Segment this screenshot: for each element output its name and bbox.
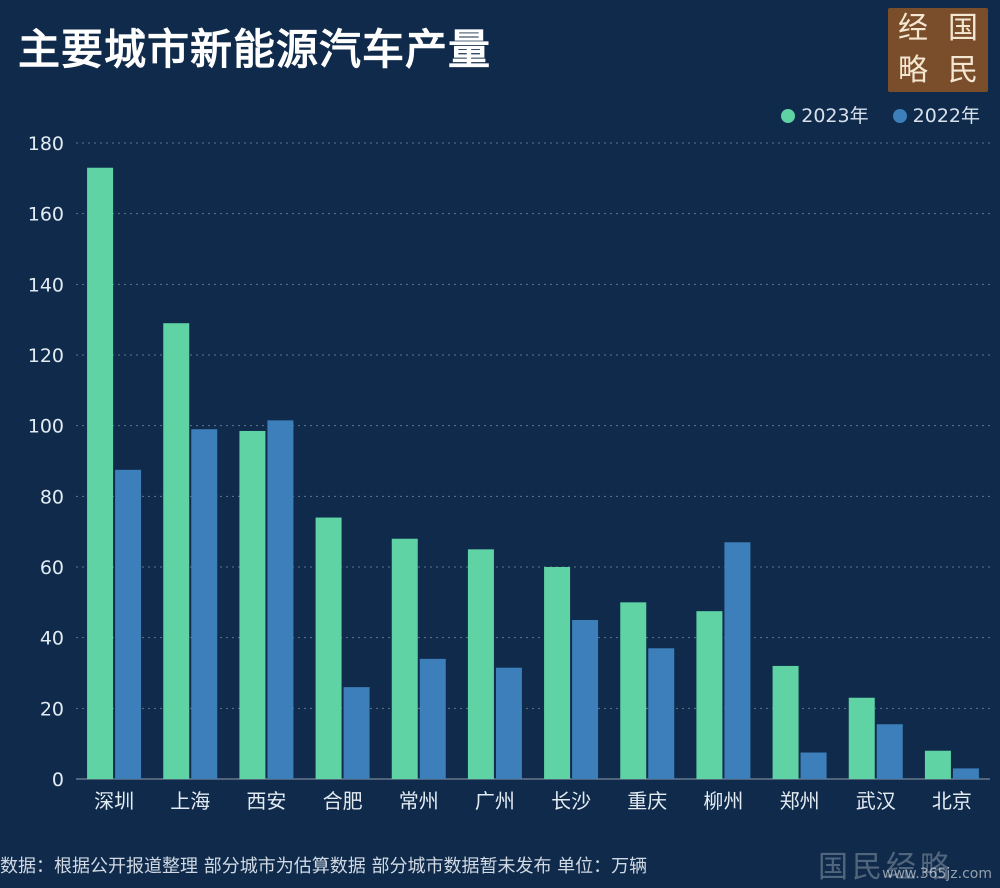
bar-2022 bbox=[876, 724, 903, 779]
x-tick-label: 常州 bbox=[399, 789, 439, 813]
bar-2022 bbox=[648, 648, 675, 779]
logo-char: 略 bbox=[898, 53, 928, 88]
bar-2023 bbox=[467, 549, 494, 779]
bar-2023 bbox=[315, 517, 342, 779]
bar-2023 bbox=[239, 430, 266, 779]
legend-item-2023: 2023年 bbox=[781, 101, 869, 128]
bar-2023 bbox=[696, 611, 723, 779]
bar-2023 bbox=[163, 323, 190, 779]
bar-2023 bbox=[924, 750, 951, 779]
bar-2023 bbox=[87, 167, 114, 779]
legend-label-2022: 2022年 bbox=[912, 105, 980, 127]
bar-2022 bbox=[343, 687, 370, 779]
bar-2023 bbox=[848, 697, 875, 779]
x-tick-label: 深圳 bbox=[94, 789, 134, 813]
bar-2022 bbox=[952, 768, 979, 779]
y-tick-label: 80 bbox=[40, 486, 64, 508]
x-tick-label: 北京 bbox=[932, 789, 972, 813]
y-tick-label: 180 bbox=[28, 133, 64, 155]
watermark-site: www.365jz.com bbox=[882, 866, 992, 882]
brand-logo: 经 国 略 民 bbox=[888, 8, 988, 92]
logo-char: 经 bbox=[898, 11, 928, 46]
bar-2022 bbox=[724, 542, 751, 779]
bar-2023 bbox=[544, 567, 571, 779]
x-tick-label: 柳州 bbox=[703, 789, 743, 813]
y-tick-label: 0 bbox=[52, 769, 64, 791]
legend-item-2022: 2022年 bbox=[892, 101, 980, 128]
logo-char: 民 bbox=[948, 53, 978, 88]
legend-swatch-2023 bbox=[781, 109, 796, 123]
y-tick-label: 100 bbox=[28, 416, 64, 438]
bar-2022 bbox=[572, 620, 599, 779]
bar-2022 bbox=[191, 429, 218, 779]
x-tick-label: 广州 bbox=[475, 789, 515, 813]
data-source-note: 数据：根据公开报道整理 部分城市为估算数据 部分城市数据暂未发布 单位：万辆 bbox=[0, 856, 648, 877]
bar-2023 bbox=[391, 538, 418, 779]
x-tick-label: 长沙 bbox=[551, 789, 591, 813]
x-tick-label: 重庆 bbox=[627, 789, 667, 813]
x-tick-label: 武汉 bbox=[856, 789, 896, 813]
watermark-text: 国民经略 bbox=[818, 850, 954, 885]
legend-label-2023: 2023年 bbox=[801, 105, 869, 127]
y-tick-label: 160 bbox=[28, 204, 64, 226]
bar-2022 bbox=[115, 469, 142, 779]
legend-swatch-2022 bbox=[892, 109, 907, 123]
y-tick-label: 60 bbox=[40, 557, 64, 579]
bar-2022 bbox=[495, 667, 522, 779]
y-tick-label: 120 bbox=[28, 345, 64, 367]
bar-2022 bbox=[800, 752, 827, 779]
y-tick-label: 40 bbox=[40, 628, 64, 650]
x-tick-label: 西安 bbox=[246, 789, 286, 813]
bar-2022 bbox=[419, 658, 446, 779]
logo-char: 国 bbox=[948, 11, 978, 46]
bar-2022 bbox=[267, 420, 294, 779]
bar-2023 bbox=[772, 665, 799, 779]
x-tick-label: 郑州 bbox=[780, 789, 820, 813]
y-tick-label: 20 bbox=[40, 698, 64, 720]
y-tick-label: 140 bbox=[28, 274, 64, 296]
chart-title: 主要城市新能源汽车产量 bbox=[18, 25, 492, 74]
x-tick-label: 合肥 bbox=[323, 789, 363, 813]
bar-2023 bbox=[620, 602, 647, 779]
chart-legend: 2023年 2022年 bbox=[763, 101, 980, 128]
x-tick-label: 上海 bbox=[170, 789, 210, 813]
